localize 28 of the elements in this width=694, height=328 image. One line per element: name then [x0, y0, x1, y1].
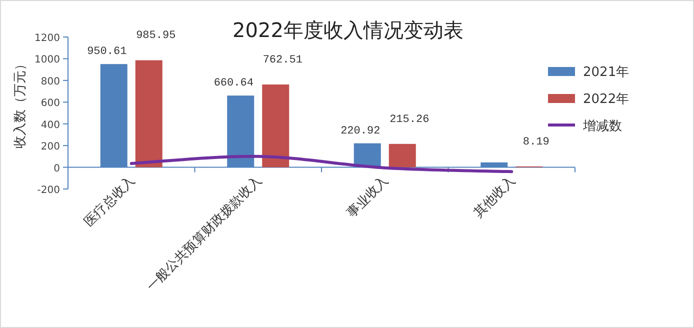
y-axis-title: 收入数（万元）: [13, 58, 28, 148]
bar: [135, 60, 162, 168]
chart-title: 2022年度收入情况变动表: [232, 18, 464, 42]
data-label: 8.19: [522, 136, 550, 148]
x-tick-label: 其他收入: [471, 174, 518, 221]
data-label: 215.26: [390, 114, 430, 126]
y-tick-label: 1200: [34, 33, 60, 44]
x-tick-label: 医疗总收入: [82, 174, 138, 230]
x-tick-label: 一般公共预算财政拨款收入: [144, 174, 265, 294]
y-tick-label: 400: [40, 120, 60, 131]
legend-label: 2022年: [583, 92, 630, 107]
data-label: 660.64: [214, 78, 254, 90]
bar: [388, 144, 416, 168]
y-tick-label: 1000: [34, 54, 60, 66]
data-label: 762.51: [262, 54, 303, 66]
legend-label: 2021年: [583, 65, 630, 80]
data-label: 220.92: [340, 125, 380, 138]
x-tick-label: 事业收入: [344, 174, 392, 221]
bar: [262, 84, 290, 168]
y-tick-label: 200: [40, 142, 60, 153]
legend-label: 增减数: [582, 119, 622, 134]
data-label: 985.95: [136, 30, 176, 42]
line-series: [130, 154, 514, 174]
y-tick-label: -200: [37, 185, 60, 196]
y-tick-label: 800: [40, 76, 60, 88]
y-tick-label: 600: [40, 98, 60, 110]
y-tick-label: 0: [54, 163, 60, 174]
data-label: 950.61: [87, 46, 128, 58]
